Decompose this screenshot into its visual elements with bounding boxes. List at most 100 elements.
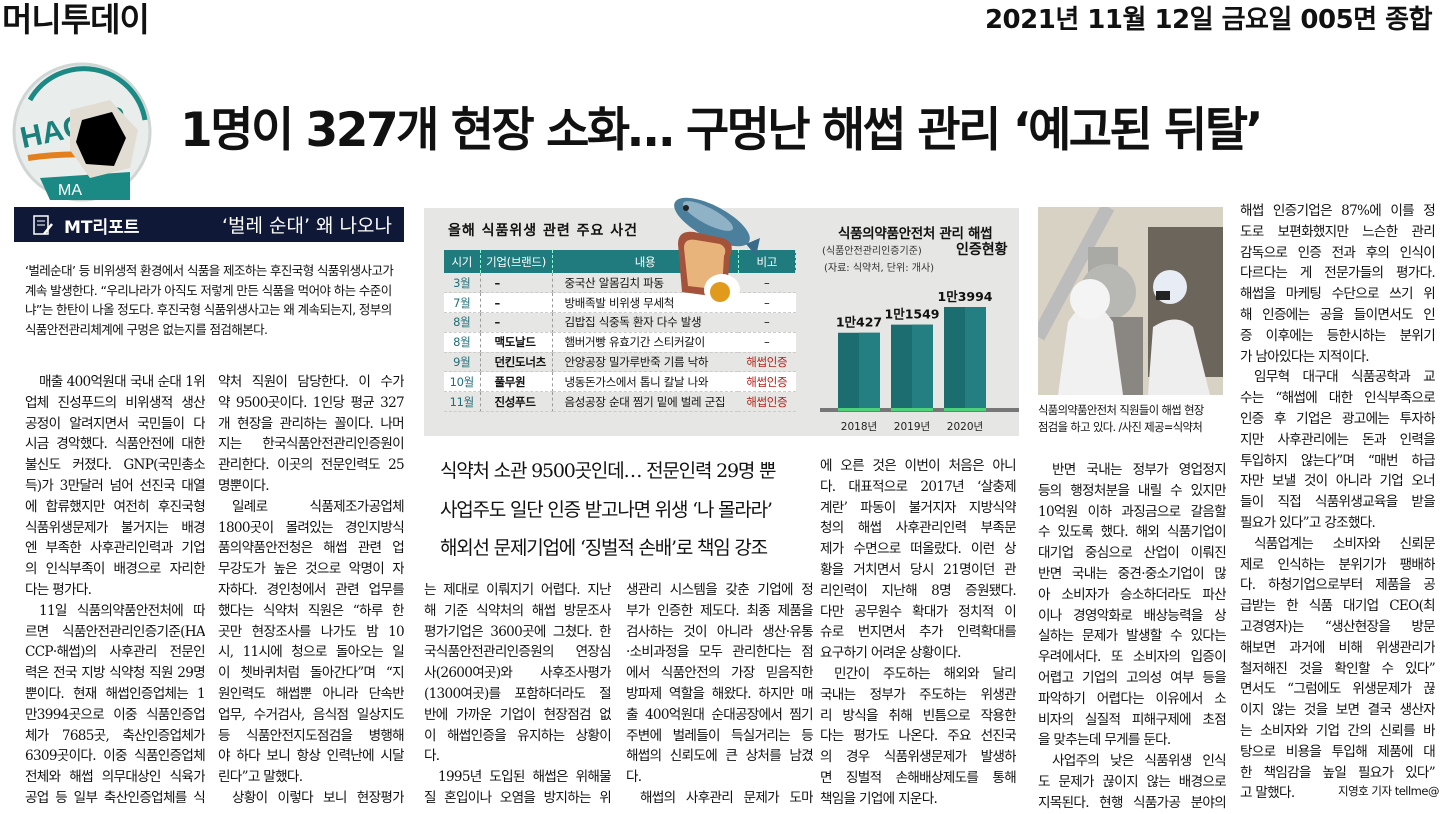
article-column: 해썹 인증기업은 87%에 이를 정 도로 보편화했지만 느슨한 관리 감독으로 인… [1240,201,1435,804]
article-line: 감독으로 인증 전과 후의 인식이 [1240,244,1435,261]
article-column: 는 제대로 이뤄지기 어렵다. 지난 해 기준 식약처의 해썹 방문조사 평가기업은… [424,580,611,809]
article-line: 책임을 기업에 지운다. [820,790,938,807]
article-line: 업체 진성푸드의 비위생적 생산 [25,394,205,411]
article-line: 만3994곳으로 이중 식품인증업 [25,706,205,723]
table-row: 7월 – 방배족발 비위생 무세척 – [444,292,796,314]
article-line: 우려에서다. 또 소비자의 입증이 [1038,649,1226,666]
table-cell: 10월 [444,371,481,393]
chart-bar-glow [891,408,933,411]
byline: 지영호 기자 tellme@ [1338,784,1439,798]
article-line: 체가 7685곳, 축산인증업체가 [25,727,205,744]
sub-headline: 사업주도 일단 인증 받고나면 위생 ‘나 몰라라’ [440,498,773,521]
article-line: 리 방식을 취해 빈틈으로 작용한 [820,707,1016,724]
article-line: 질 혼입이나 오염을 방지하는 위 [424,789,611,806]
chart-bar-highlight [965,307,986,408]
article-line: 시금 경악했다. 식품안전에 대한 [25,436,205,453]
article-line: ·소비과정을 모두 관리한다는 점 [626,644,813,661]
table-cell: – [738,273,796,294]
article-line: 상황이 이렇다 보니 현장평가 [232,789,404,806]
article-line: 매출 400억원대 국내 순대 1위 [39,374,205,390]
table-row: 8월 맥도날드 햄버거빵 유효기간 스티커갈이 – [444,332,796,353]
article-line: 필요가 있다”고 강조했다. [1240,514,1376,531]
article-line: 급받는 한 식품 대기업 CEO(최 [1240,598,1435,615]
article-line: 득)가 3만달러 넘어 선진국 대열 [25,477,205,494]
article-line: 일례로 식품제조가공업체 [232,498,404,515]
lede-paragraph: ‘벌레순대’ 등 비위생적 환경에서 식품을 제조하는 후진국형 식품위생사고가… [25,263,394,337]
article-line: 1800곳이 몰려있는 경인지방식 [218,519,404,536]
article-line: 실하는 문제가 발생할 수 있다는 [1038,628,1226,645]
article-line: 약 9500곳이다. 1인당 평균 327 [218,394,404,411]
article-line: 해썹 인증기업은 87%에 이를 정 [1240,203,1435,219]
table-cell: – [480,312,553,333]
article-line: 증 이후에는 등한시하는 분위기 [1240,327,1435,344]
chart-bar-glow [944,408,986,411]
article-line: 출 400억원대 순대공장에서 찜기 [626,706,813,723]
article-line: 엔 부족한 사후관리인력과 기업 [25,540,205,557]
sub-headlines: 식약처 소관 9500곳인데… 전문인력 29명 뿐 사업주도 일단 인증 받고… [440,452,776,568]
table-cell: 햄버거빵 유효기간 스티커갈이 [552,332,738,353]
article-line: 명뿐이다. [218,477,270,494]
table-cell: 3월 [444,273,481,294]
article-column: 반면 국내는 정부가 영업정지 등의 행정처분을 내릴 수 있지만 10억원 이하 … [1038,460,1226,814]
newspaper-name: 머니투데이 [2,0,150,39]
article-line: 등 식품안전지도점검을 병행해 [218,727,404,744]
article-line: 면 징벌적 손해배상제도를 통해 [820,769,1016,786]
table-cell: 풀무원 [480,371,553,393]
table-cell: 8월 [444,312,481,333]
article-line: 비자의 실질적 피해구제에 초점 [1038,711,1226,728]
article-line: 지목된다. 현행 식품가공 분야의 [1038,794,1226,811]
article-line: 6309곳이다. 이중 식품인증업체 [25,748,205,765]
article-line: (1300여곳)를 포함하더라도 절 [424,685,611,702]
chart-category-label: 2018년 [841,421,877,433]
headline: 1명이 327개 현장 소화… 구멍난 해썹 관리 ‘예고된 뒤탈’ [180,103,1263,158]
article-line: 제로 인식하는 분위기가 팽배하 [1240,556,1435,573]
article-line: 지는 한국식품안전관리인증원이 [218,436,404,453]
article-line: 했다는 식약처 직원은 “하루 한 [218,602,404,619]
article-line: 들이 직접 식품위생교육을 받을 [1240,494,1435,511]
article-line: 다르다는 게 전문가들의 평가다. [1240,265,1435,282]
article-line: 자하다. 경인청에서 관련 업무를 [218,581,404,598]
mt-report-banner: MT리포트 ‘벌레 순대’ 왜 나오나 [14,207,404,242]
table-cell: – [738,292,796,314]
chart-category-label: 2020년 [947,421,983,433]
article-line: 에서 식품안전의 가장 믿음직한 [626,665,813,682]
table-cell: 해썹인증 [738,371,796,393]
table-cell: 음성공장 순대 찜기 밑에 벌레 군집 [552,391,738,413]
article-line: 슈로 번지면서 추가 인력확대를 [820,624,1016,641]
article-line: 무강도가 높은 것으로 악명이 자 [218,561,404,578]
table-cell: 9월 [444,352,481,373]
table-cell: 냉동돈가스에서 톱니 칼날 나와 [552,371,738,393]
article-line: 고경영자)는 “생산현장을 방문 [1240,618,1435,635]
chart-bar-highlight [859,332,880,408]
article-line: 린다”고 말했다. [218,769,303,786]
table-cell: 맥도날드 [480,332,553,353]
article-line: 의 경우 식품위생문제가 발생하 [820,749,1016,766]
article-line: 는 소비자와 기업 간의 신뢰를 바 [1240,722,1435,739]
article-line: 다는 평가도 나온다. 주요 선진국 [820,728,1016,745]
article-line: 의 인식부족이 배경으로 자리한 [25,561,205,578]
table-cell: 8월 [444,332,481,353]
article-line: 투입하지 않는다”며 “매번 하급 [1240,452,1435,469]
article-line: 아 소비자가 승소하더라도 파산 [1038,586,1226,603]
article-line: 1995년 도입된 해썹은 위해물 [438,769,611,786]
table-cell: – [480,292,553,314]
article-line: 개 현장을 관리하는 꼴이다. 나머 [218,415,404,432]
chart-category-label: 2019년 [894,421,930,433]
inspection-photo [1038,207,1223,395]
article-line: 불신도 커졌다. GNP(국민총소 [25,457,205,474]
article-line: 철저해진 것을 확인할 수 있다” [1240,660,1435,677]
article-line: 수 있도록 했다. 해외 식품기업이 [1038,524,1226,541]
table-cell: 해썹인증 [738,391,796,413]
chart-source: (자료: 식약처, 단위: 개사) [824,263,935,274]
article-line: 시, 11시에 청으로 돌아오는 일 [218,644,404,661]
article-line: 반면 국내는 중견·중소기업이 많 [1038,565,1226,582]
article-line: 사업주의 낮은 식품위생 인식 [1052,753,1226,770]
sub-headline: 해외선 문제기업에 ‘징벌적 손배’로 책임 강조 [440,537,768,559]
article-line: 방파제 역할을 해왔다. 하지만 매 [626,685,813,702]
article-line: 품의약품안전청은 해썹 관련 업 [218,540,404,557]
article-line: 다. 하청기업으로부터 제품을 공 [1240,577,1435,594]
certification-bar-chart: 1만427 2018년 1만1549 2019년 1만3994 2020년 [820,289,1019,433]
article-column: 생관리 시스템을 갖춘 기업에 정 부가 인증한 제도다. 최종 제품을 검사하는 … [626,580,813,809]
issue-dateline: 2021년 11월 12일 금요일 005면 종합 [984,5,1433,35]
